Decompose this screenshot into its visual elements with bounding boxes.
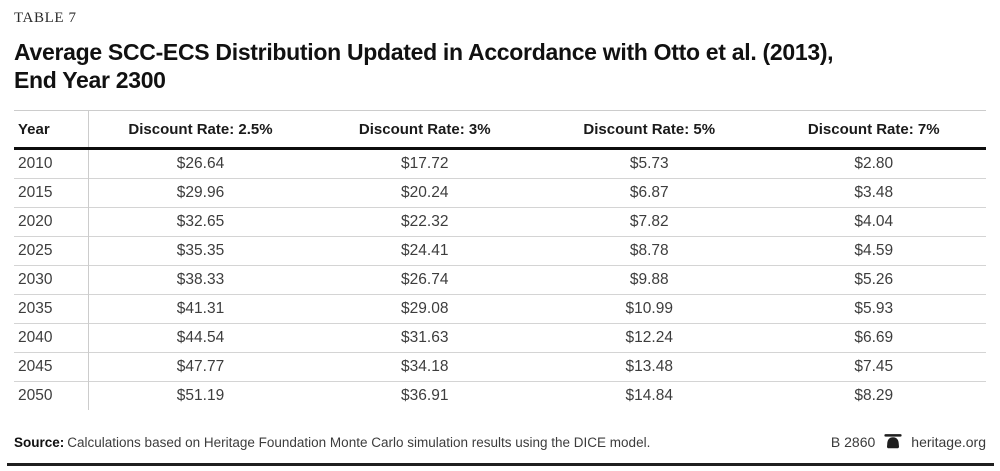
value-cell: $47.77 [88, 352, 313, 382]
value-cell: $17.72 [401, 155, 449, 172]
source-text: Calculations based on Heritage Foundatio… [67, 434, 651, 450]
year-cell: 2035 [14, 294, 89, 324]
value-cell: $4.59 [761, 236, 986, 266]
table-row: 2030 $38.33 $26.74 $9.88 $5.26 [14, 265, 986, 295]
value-cell: $3.48 [761, 178, 986, 208]
column-header-rate-3: Discount Rate: 3% [312, 110, 537, 150]
value-cell: $44.54 [88, 323, 313, 353]
value-cell: $8.29 [761, 381, 986, 410]
value-cell: $6.87 [537, 178, 762, 208]
column-header-rate-7: Discount Rate: 7% [761, 110, 986, 150]
value-cell: $26.64 [176, 155, 225, 172]
value-cell: $36.91 [312, 381, 537, 410]
year-cell: 2020 [14, 207, 89, 237]
bottom-rule [7, 463, 994, 466]
table-row: 2035 $41.31 $29.08 $10.99 $5.93 [14, 294, 986, 324]
value-cell: $29.96 [88, 178, 313, 208]
value-cell: $5.26 [761, 265, 986, 295]
value-cell: $20.24 [312, 178, 537, 208]
column-header-year: Year [14, 110, 89, 150]
source-note: Source: Calculations based on Heritage Fo… [14, 435, 650, 450]
column-header-rate-2-5: Discount Rate: 2.5% [88, 110, 313, 150]
value-cell: $5.93 [761, 294, 986, 324]
report-number: B 2860 [830, 434, 876, 450]
value-cell: $41.31 [88, 294, 313, 324]
table-label: TABLE 7 [14, 10, 77, 26]
value-cell: $32.65 [88, 207, 313, 237]
value-cell: $31.63 [312, 323, 537, 353]
year-cell: 2030 [14, 265, 89, 295]
value-cell: $6.69 [761, 323, 986, 353]
value-cell: $34.18 [312, 352, 537, 382]
value-cell: $12.24 [537, 323, 762, 353]
year-cell: 2010 [14, 148, 89, 179]
data-table: Year Discount Rate: 2.5% Discount Rate: … [14, 110, 986, 410]
source-label: Source: [14, 434, 65, 450]
table-row: 2050 $51.19 $36.91 $14.84 $8.29 [14, 381, 986, 410]
year-cell: 2045 [14, 352, 89, 382]
value-cell: $24.41 [312, 236, 537, 266]
value-cell: $51.19 [88, 381, 313, 410]
value-cell: $35.35 [88, 236, 313, 266]
value-cell: $38.33 [88, 265, 313, 295]
value-cell: $26.74 [312, 265, 537, 295]
year-cell: 2050 [14, 381, 89, 410]
table-title-line2: End Year 2300 [14, 67, 166, 93]
value-cell: $2.80 [854, 155, 894, 172]
table-row: 2045 $47.77 $34.18 $13.48 $7.45 [14, 352, 986, 382]
table-row: 2020 $32.65 $22.32 $7.82 $4.04 [14, 207, 986, 237]
value-cell: $10.99 [537, 294, 762, 324]
header-row: Year Discount Rate: 2.5% Discount Rate: … [14, 110, 986, 150]
value-cell: $8.78 [537, 236, 762, 266]
publication-mark: B 2860 heritage.org [831, 434, 986, 450]
value-cell: $7.45 [761, 352, 986, 382]
table-row: 2010 $26.64 $17.72 $5.73 $2.80 [14, 148, 986, 179]
site-link: heritage.org [911, 434, 986, 450]
year-cell: 2015 [14, 178, 89, 208]
year-cell: 2040 [14, 323, 89, 353]
table-row: 2025 $35.35 $24.41 $8.78 $4.59 [14, 236, 986, 266]
value-cell: $4.04 [761, 207, 986, 237]
table-title-line1: Average SCC-ECS Distribution Updated in … [14, 39, 834, 65]
value-cell: $22.32 [312, 207, 537, 237]
column-header-rate-5: Discount Rate: 5% [537, 110, 762, 150]
value-cell: $7.82 [537, 207, 762, 237]
value-cell: $5.73 [629, 155, 669, 172]
liberty-bell-icon [884, 434, 902, 450]
value-cell: $14.84 [537, 381, 762, 410]
value-cell: $13.48 [537, 352, 762, 382]
value-cell: $29.08 [312, 294, 537, 324]
year-cell: 2025 [14, 236, 89, 266]
table-row: 2040 $44.54 $31.63 $12.24 $6.69 [14, 323, 986, 353]
figure-footer: Source: Calculations based on Heritage Fo… [14, 434, 986, 450]
value-cell: $9.88 [537, 265, 762, 295]
table-row: 2015 $29.96 $20.24 $6.87 $3.48 [14, 178, 986, 208]
table-title: Average SCC-ECS Distribution Updated in … [14, 38, 986, 94]
